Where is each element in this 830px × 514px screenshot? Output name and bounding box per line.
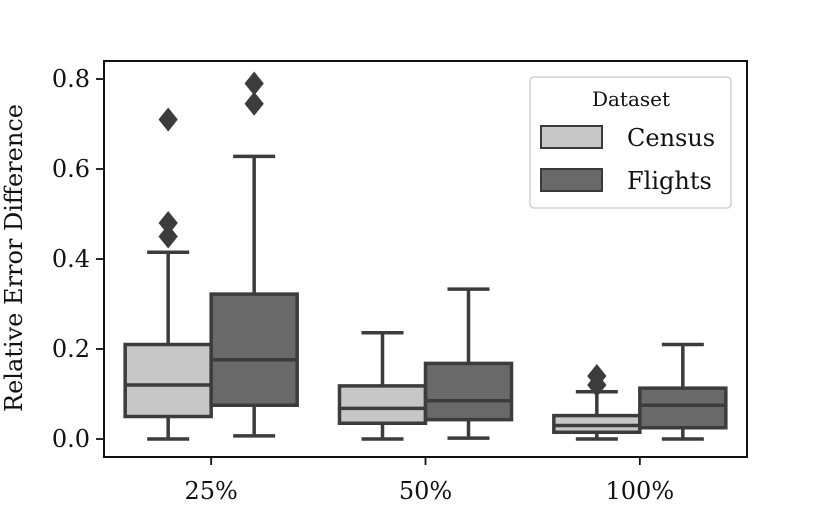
- legend-swatch-flights: [540, 168, 603, 192]
- outlier-point: [244, 91, 264, 116]
- box-body: [123, 342, 213, 419]
- box-body: [337, 384, 428, 425]
- x-tick-label: 50%: [399, 477, 452, 505]
- legend-label-census: Census: [627, 124, 715, 152]
- box-flights-0: [209, 71, 299, 438]
- box-census-2: [552, 363, 642, 441]
- outlier-point: [158, 107, 178, 132]
- x-tick-label: 100%: [606, 477, 675, 505]
- axes-layer: 0.0 0.2 0.4 0.6 0.8 25% 50% 100%: [52, 60, 748, 505]
- box-census-0: [123, 107, 213, 441]
- outlier-point: [158, 210, 178, 236]
- x-tick-label: 25%: [184, 477, 237, 505]
- legend-title: Dataset: [592, 87, 670, 111]
- outlier-point: [587, 363, 607, 389]
- outlier-point: [244, 71, 264, 96]
- y-tick-label: 0.2: [52, 335, 90, 363]
- box-flights-1: [423, 287, 514, 440]
- box-body: [423, 361, 514, 422]
- legend-label-flights: Flights: [627, 167, 712, 195]
- outlier-point: [158, 224, 178, 249]
- box-body: [209, 292, 299, 408]
- box-body: [638, 386, 728, 430]
- y-tick-label: 0.0: [52, 425, 90, 453]
- legend: Dataset Census Flights: [529, 76, 732, 209]
- box-census-1: [337, 331, 428, 441]
- y-tick-label: 0.6: [52, 155, 90, 183]
- legend-swatch-census: [540, 125, 603, 149]
- y-tick-label: 0.8: [52, 65, 90, 93]
- box-flights-2: [638, 342, 728, 441]
- y-axis-label: Relative Error Difference: [0, 104, 28, 412]
- boxes-layer: [123, 71, 728, 441]
- y-tick-label: 0.4: [52, 245, 90, 273]
